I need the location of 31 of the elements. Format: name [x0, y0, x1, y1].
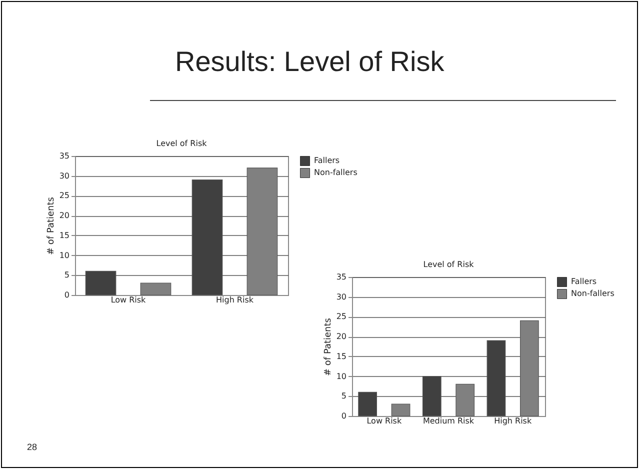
y-tick-label: 25	[59, 191, 70, 200]
y-tick-label: 30	[336, 292, 346, 302]
legend-label: Fallers	[571, 277, 597, 286]
chart-title: Level of Risk	[423, 260, 474, 269]
y-tick-label: 5	[64, 270, 70, 280]
y-tick-label: 25	[336, 312, 346, 322]
x-tick-label: High Risk	[494, 416, 532, 426]
y-axis-title: # of Patients	[46, 196, 56, 255]
legend-label: Fallers	[314, 156, 340, 165]
y-tick-label: 15	[59, 230, 70, 240]
y-tick-label: 10	[336, 372, 346, 381]
legend-label: Non-fallers	[571, 289, 614, 298]
y-tick-label: 0	[64, 290, 70, 300]
y-tick-label: 35	[59, 152, 70, 160]
x-tick-label: High Risk	[216, 296, 254, 304]
text: 28	[27, 442, 38, 452]
text: Results: Level of Risk	[175, 46, 444, 78]
x-tick-label: Low Risk	[110, 296, 146, 304]
x-tick-label: Medium Risk	[422, 416, 474, 426]
chart-title: Level of Risk	[156, 139, 208, 148]
y-tick-label: 15	[336, 352, 346, 361]
y-tick-label: 20	[59, 211, 70, 220]
y-tick-label: 35	[336, 272, 346, 282]
y-tick-label: 5	[341, 392, 346, 401]
y-tick-label: 0	[341, 412, 346, 420]
legend-label: Non-fallers	[314, 168, 358, 177]
y-tick-label: 20	[336, 332, 346, 342]
x-tick-label: Low Risk	[366, 416, 402, 426]
y-tick-label: 10	[59, 250, 70, 260]
y-axis-title: # of Patients	[323, 318, 334, 376]
y-tick-label: 30	[59, 171, 70, 180]
